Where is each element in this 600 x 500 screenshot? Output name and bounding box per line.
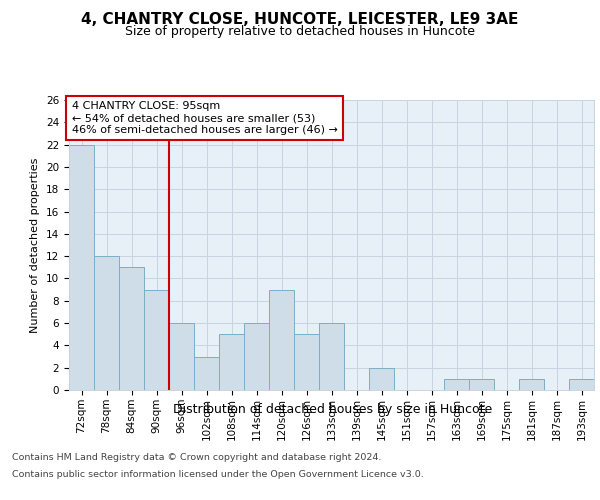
Text: 4 CHANTRY CLOSE: 95sqm
← 54% of detached houses are smaller (53)
46% of semi-det: 4 CHANTRY CLOSE: 95sqm ← 54% of detached… (71, 102, 337, 134)
Bar (94, 256, 119, 390)
Bar (444, 379, 469, 390)
Text: Contains public sector information licensed under the Open Government Licence v3: Contains public sector information licen… (12, 470, 424, 479)
Bar (569, 379, 594, 390)
Bar (169, 323, 194, 390)
Bar (319, 323, 344, 390)
Bar (294, 334, 319, 390)
Text: Contains HM Land Registry data © Crown copyright and database right 2024.: Contains HM Land Registry data © Crown c… (12, 452, 382, 462)
Bar (69, 144, 94, 390)
Y-axis label: Number of detached properties: Number of detached properties (31, 158, 40, 332)
Bar (369, 368, 394, 390)
Text: 4, CHANTRY CLOSE, HUNCOTE, LEICESTER, LE9 3AE: 4, CHANTRY CLOSE, HUNCOTE, LEICESTER, LE… (82, 12, 518, 28)
Text: Size of property relative to detached houses in Huncote: Size of property relative to detached ho… (125, 25, 475, 38)
Bar (119, 268, 144, 390)
Bar (469, 379, 494, 390)
Bar (144, 290, 169, 390)
Bar (244, 323, 269, 390)
Bar (269, 290, 294, 390)
Text: Distribution of detached houses by size in Huncote: Distribution of detached houses by size … (173, 402, 493, 415)
Bar (194, 356, 219, 390)
Bar (519, 379, 544, 390)
Bar (219, 334, 244, 390)
